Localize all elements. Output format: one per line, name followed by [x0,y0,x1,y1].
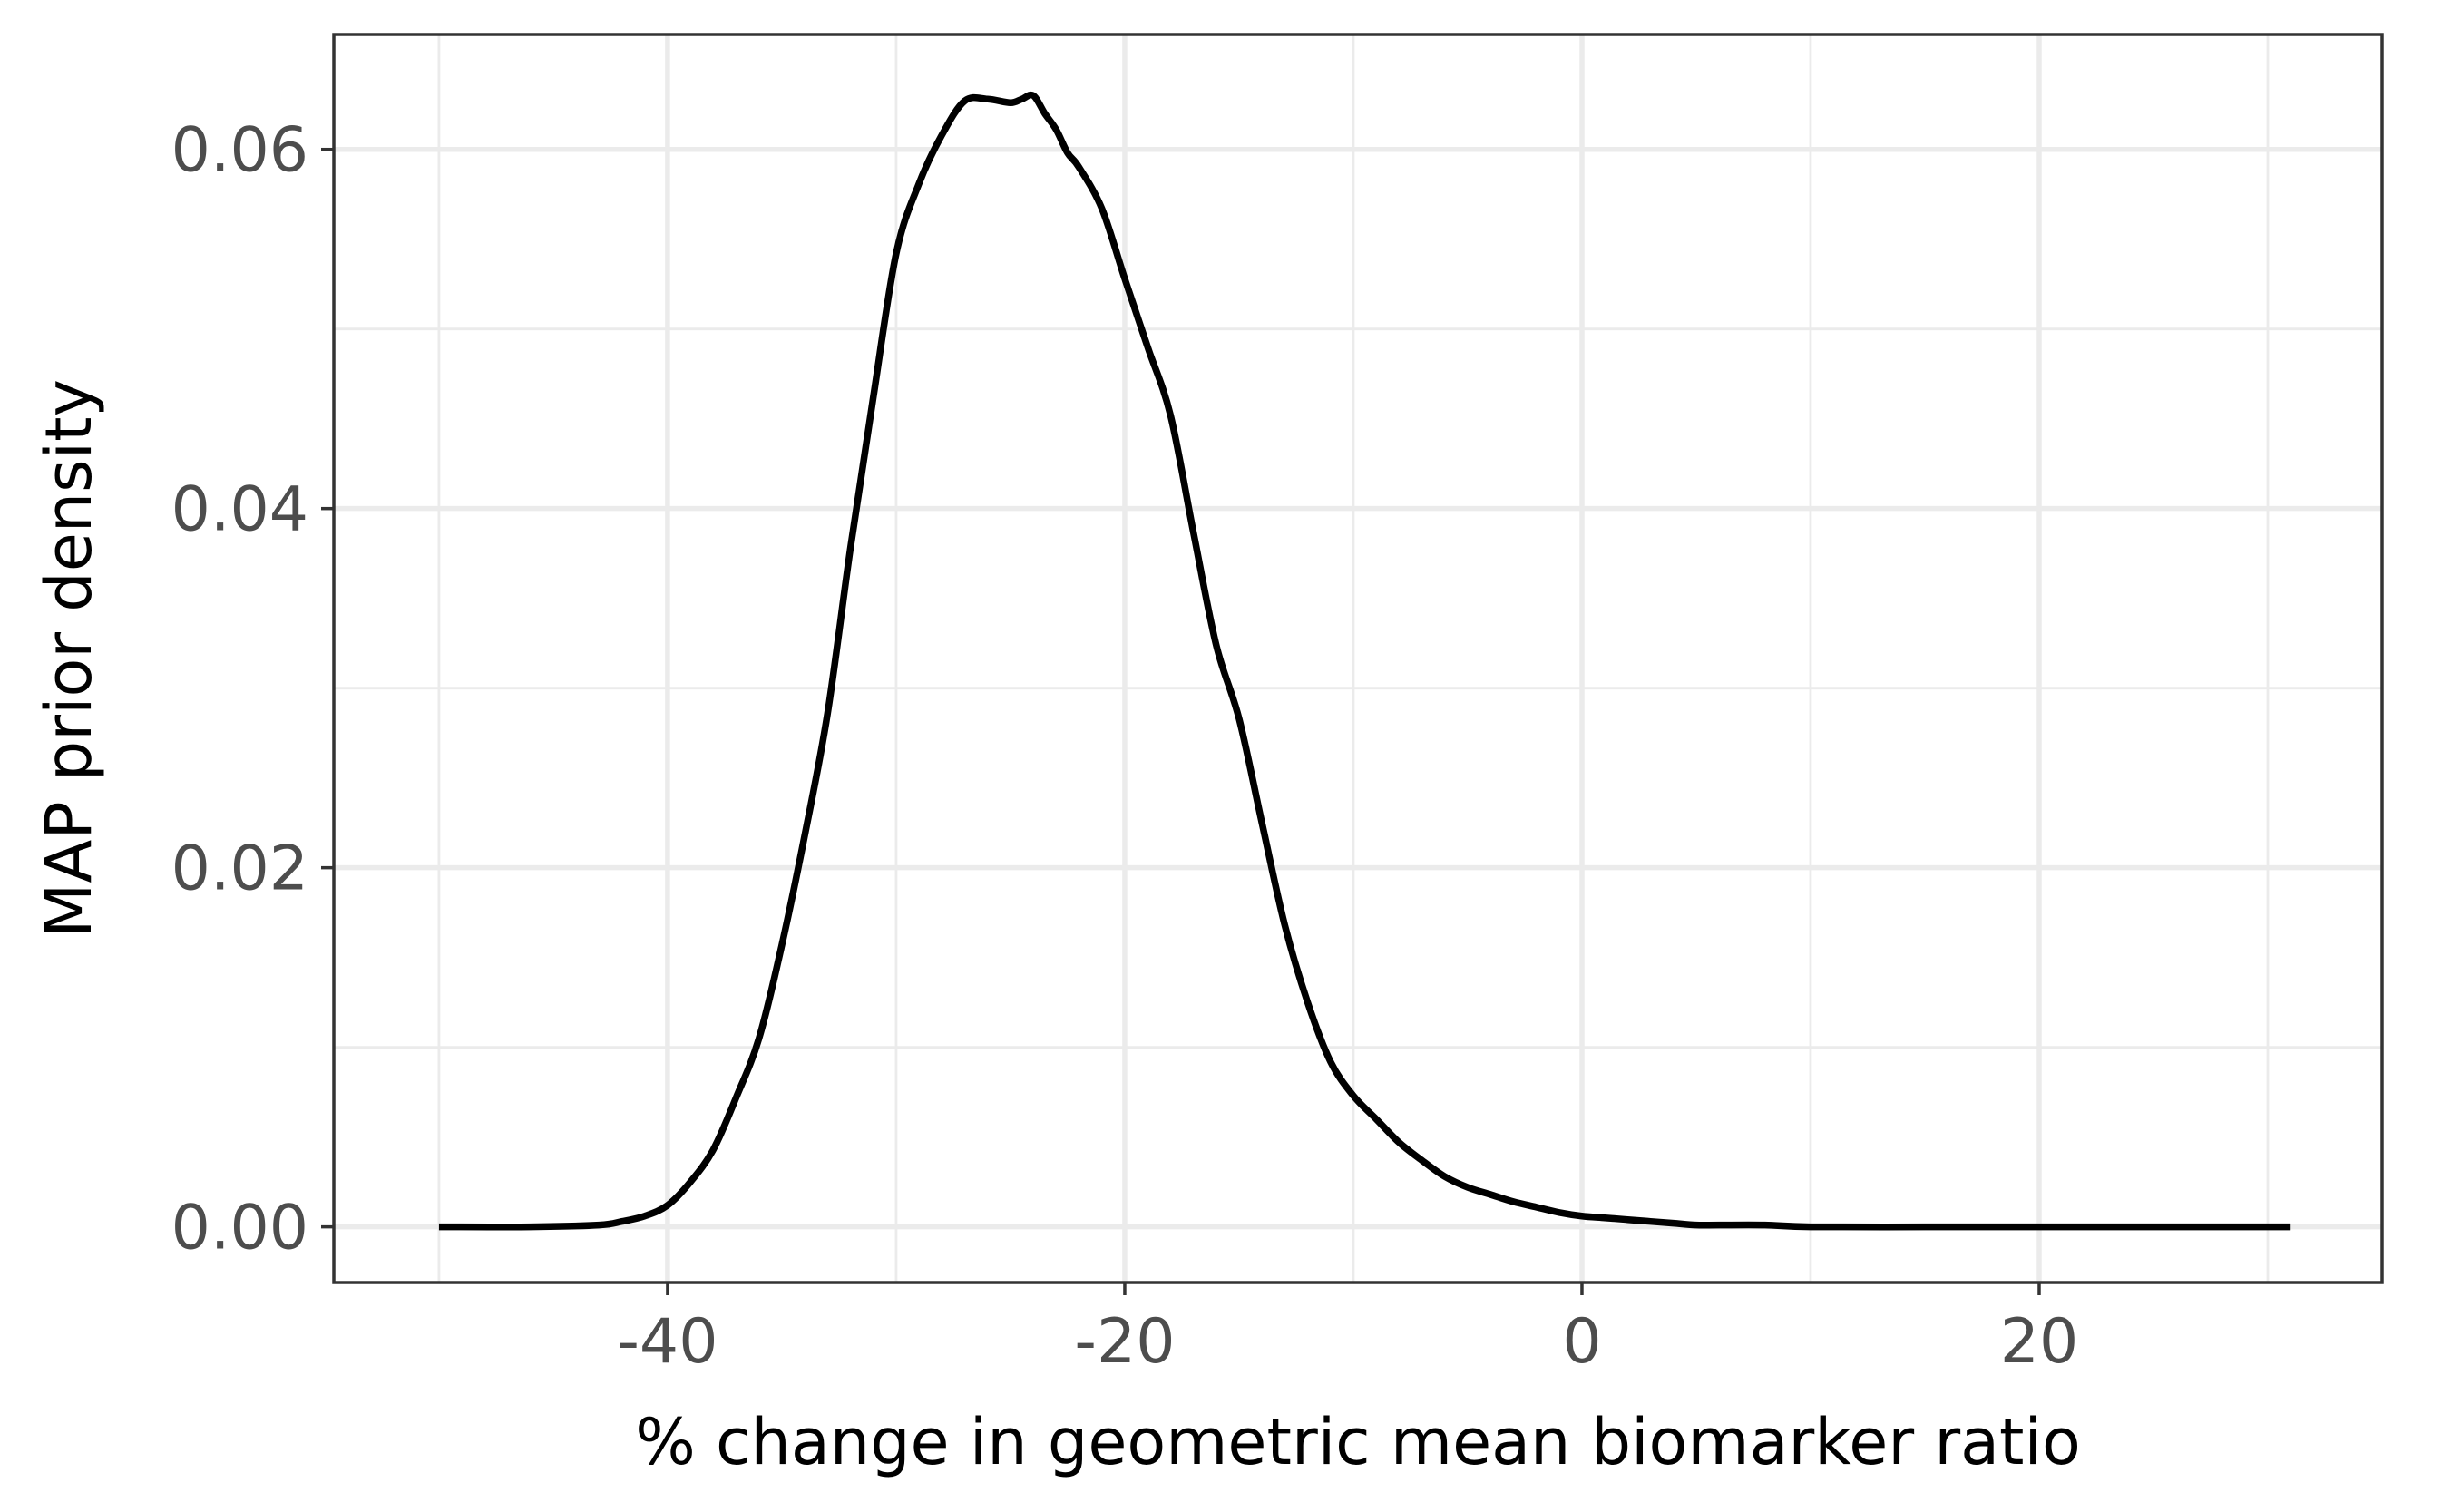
y-tick-label: 0.04 [171,474,308,546]
y-axis-ticks [321,147,334,1229]
x-axis-title: % change in geometric mean biomarker rat… [635,1405,2081,1479]
y-tick-label: 0.02 [171,834,308,905]
minor-y-gridlines [334,327,2382,1049]
y-axis-title: MAP prior density [32,379,106,938]
x-tick-label: -40 [617,1306,718,1378]
y-axis-tick-labels: 0.00 0.02 0.04 0.06 [171,115,308,1264]
density-curve [438,91,2291,1231]
y-tick-label: 0.06 [171,115,308,187]
x-tick-label: 0 [1562,1306,1601,1378]
y-tick-label: 0.00 [171,1193,308,1264]
x-tick-label: 20 [2000,1306,2079,1378]
x-tick-label: -20 [1074,1306,1175,1378]
major-x-gridlines [665,34,2042,1283]
x-axis-ticks [666,1283,2041,1295]
x-axis-tick-labels: -40 -20 0 20 [617,1306,2078,1378]
panel-border [332,33,2384,1284]
